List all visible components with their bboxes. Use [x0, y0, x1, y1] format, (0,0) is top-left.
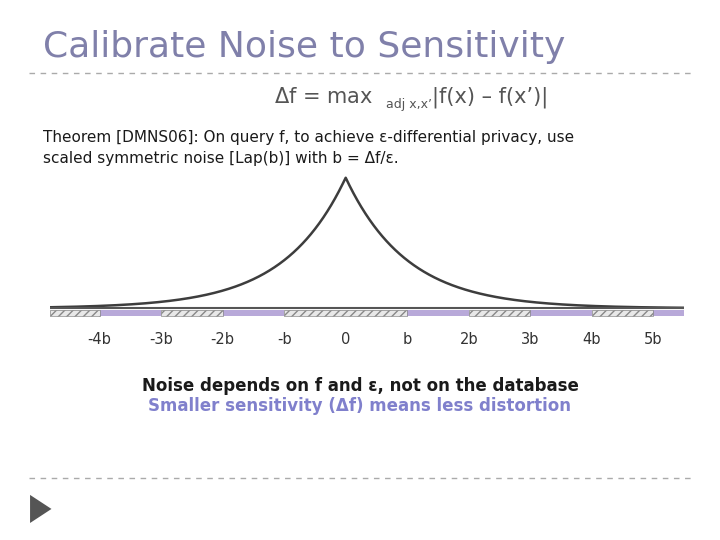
Bar	[592, 310, 653, 316]
Bar	[530, 310, 592, 316]
Text: Theorem [DMNS06]: On query f, to achieve ε-differential privacy, use: Theorem [DMNS06]: On query f, to achieve…	[43, 130, 575, 145]
Bar	[99, 310, 161, 316]
Bar	[592, 310, 653, 316]
Bar	[469, 310, 530, 316]
Bar	[284, 310, 408, 316]
Polygon shape	[30, 495, 52, 523]
Text: Smaller sensitivity (Δf) means less distortion: Smaller sensitivity (Δf) means less dist…	[148, 397, 572, 415]
Bar	[222, 310, 284, 316]
Text: scaled symmetric noise [Lap(b)] with b = Δf/ε.: scaled symmetric noise [Lap(b)] with b =…	[43, 151, 399, 166]
Bar	[653, 310, 684, 316]
Bar	[469, 310, 530, 316]
Bar	[50, 310, 99, 316]
Text: |f(x) – f(x’)|: |f(x) – f(x’)|	[432, 86, 548, 108]
Text: $\Delta$f = max: $\Delta$f = max	[274, 87, 373, 107]
Bar	[161, 310, 222, 316]
Text: adj x,x’: adj x,x’	[386, 98, 432, 111]
Bar	[408, 310, 469, 316]
Bar	[50, 310, 99, 316]
Text: Calibrate Noise to Sensitivity: Calibrate Noise to Sensitivity	[43, 30, 566, 64]
Bar	[161, 310, 222, 316]
Text: Noise depends on f and ε, not on the database: Noise depends on f and ε, not on the dat…	[142, 377, 578, 395]
Bar	[284, 310, 408, 316]
